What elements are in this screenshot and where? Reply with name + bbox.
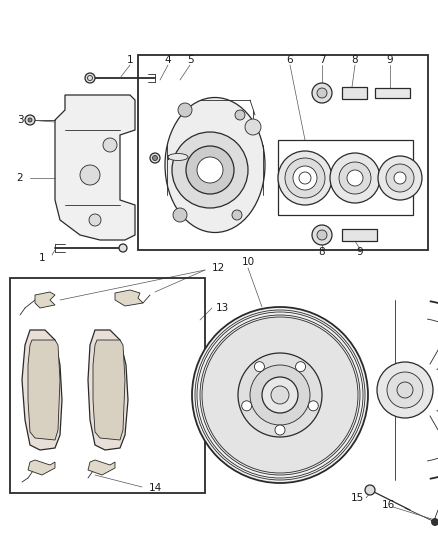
Circle shape: [254, 362, 265, 372]
Text: 8: 8: [319, 247, 325, 257]
Text: 1: 1: [39, 253, 45, 263]
Text: 4: 4: [165, 55, 171, 65]
Polygon shape: [22, 330, 62, 450]
Circle shape: [278, 151, 332, 205]
Text: 16: 16: [381, 500, 395, 510]
Polygon shape: [28, 460, 55, 475]
Circle shape: [394, 172, 406, 184]
Text: 12: 12: [212, 263, 225, 273]
Circle shape: [339, 162, 371, 194]
Text: 13: 13: [215, 303, 229, 313]
Circle shape: [152, 156, 158, 160]
Text: 10: 10: [241, 257, 254, 267]
Circle shape: [330, 153, 380, 203]
Circle shape: [200, 315, 360, 475]
Circle shape: [312, 225, 332, 245]
Circle shape: [299, 172, 311, 184]
Circle shape: [104, 411, 112, 419]
Circle shape: [242, 401, 252, 411]
Circle shape: [250, 365, 310, 425]
Bar: [342, 87, 367, 99]
Circle shape: [40, 386, 48, 394]
Circle shape: [89, 214, 101, 226]
Circle shape: [40, 411, 48, 419]
Circle shape: [245, 119, 261, 135]
Circle shape: [387, 372, 423, 408]
Circle shape: [28, 118, 32, 122]
Circle shape: [275, 425, 285, 435]
Polygon shape: [88, 460, 115, 475]
Polygon shape: [93, 340, 125, 440]
Circle shape: [25, 115, 35, 125]
Text: 15: 15: [350, 493, 364, 503]
Circle shape: [192, 307, 368, 483]
Circle shape: [365, 485, 375, 495]
Circle shape: [312, 83, 332, 103]
Bar: [375, 88, 410, 98]
Text: 9: 9: [357, 247, 363, 257]
Text: 3: 3: [17, 115, 23, 125]
Text: 5: 5: [187, 55, 193, 65]
Text: 2: 2: [17, 173, 23, 183]
Circle shape: [271, 386, 289, 404]
Ellipse shape: [168, 154, 188, 160]
Circle shape: [197, 157, 223, 183]
Circle shape: [296, 362, 306, 372]
Polygon shape: [35, 292, 55, 308]
Polygon shape: [55, 95, 135, 240]
Text: 14: 14: [148, 483, 162, 493]
Circle shape: [262, 377, 298, 413]
Ellipse shape: [165, 98, 265, 232]
Circle shape: [104, 386, 112, 394]
Circle shape: [377, 362, 433, 418]
Text: 8: 8: [352, 55, 358, 65]
Circle shape: [347, 170, 363, 186]
Text: 9: 9: [387, 55, 393, 65]
Circle shape: [202, 317, 358, 473]
Text: 1: 1: [127, 55, 133, 65]
Circle shape: [172, 132, 248, 208]
Circle shape: [232, 210, 242, 220]
Circle shape: [386, 164, 414, 192]
Circle shape: [235, 110, 245, 120]
Circle shape: [431, 519, 438, 526]
Circle shape: [178, 103, 192, 117]
Bar: [10, 278, 205, 493]
Circle shape: [397, 382, 413, 398]
Circle shape: [378, 156, 422, 200]
Polygon shape: [28, 340, 60, 440]
Circle shape: [186, 146, 234, 194]
Polygon shape: [115, 290, 143, 306]
Circle shape: [173, 208, 187, 222]
Circle shape: [317, 230, 327, 240]
Bar: [342, 229, 377, 241]
Circle shape: [80, 165, 100, 185]
Bar: [278, 140, 413, 215]
Circle shape: [150, 153, 160, 163]
Bar: [138, 55, 428, 250]
Circle shape: [119, 244, 127, 252]
Circle shape: [103, 138, 117, 152]
Circle shape: [85, 73, 95, 83]
Circle shape: [238, 353, 322, 437]
Circle shape: [293, 166, 317, 190]
Circle shape: [308, 401, 318, 411]
Text: 6: 6: [287, 55, 293, 65]
Circle shape: [285, 158, 325, 198]
Text: 7: 7: [319, 55, 325, 65]
Circle shape: [317, 88, 327, 98]
Polygon shape: [88, 330, 128, 450]
